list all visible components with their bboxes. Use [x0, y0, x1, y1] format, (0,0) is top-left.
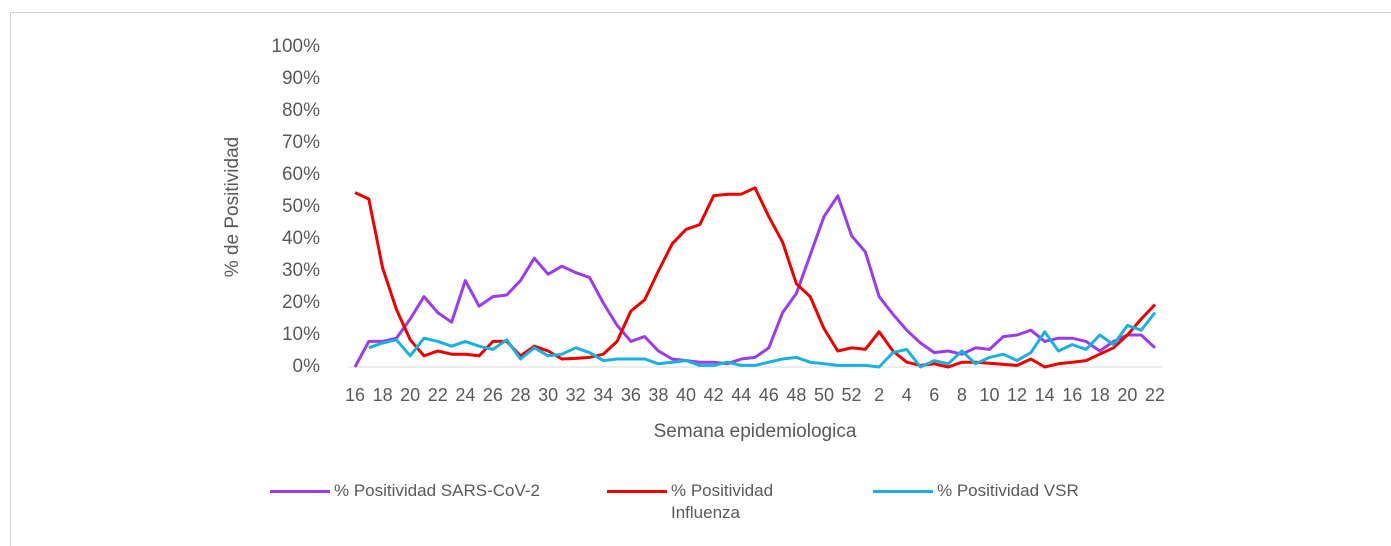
y-tick-label: 30%	[282, 260, 320, 281]
y-tick-label: 80%	[282, 100, 320, 121]
x-tick-label: 48	[786, 385, 806, 405]
chart-frame	[10, 12, 1391, 546]
x-tick-label: 12	[1007, 385, 1027, 405]
x-tick-label: 16	[345, 385, 365, 405]
x-tick-label: 2	[874, 385, 884, 405]
x-tick-label: 36	[621, 385, 641, 405]
x-tick-label: 16	[1062, 385, 1082, 405]
x-tick-label: 28	[511, 385, 531, 405]
x-tick-label: 22	[428, 385, 448, 405]
y-tick-label: 90%	[282, 68, 320, 89]
y-tick-label: 50%	[282, 196, 320, 217]
legend-swatch	[607, 490, 667, 493]
x-tick-label: 22	[1145, 385, 1165, 405]
y-tick-label: 60%	[282, 164, 320, 185]
series-line	[353, 194, 1157, 368]
x-tick-label: 14	[1035, 385, 1055, 405]
y-tick-label: 100%	[271, 36, 320, 57]
legend-swatch	[270, 490, 330, 493]
legend-label: % Positividad VSR	[937, 481, 1079, 500]
x-tick-label: 20	[400, 385, 420, 405]
y-tick-label: 0%	[293, 356, 321, 377]
series-line	[354, 186, 1157, 369]
x-tick-label: 46	[759, 385, 779, 405]
x-tick-label: 26	[483, 385, 503, 405]
legend-label: % Positividad Influenza	[671, 481, 774, 522]
legend-item: % Positividad VSR	[873, 480, 1079, 502]
x-tick-label: 44	[731, 385, 751, 405]
legend-item: % Positividad SARS-CoV-2	[270, 480, 540, 502]
x-tick-label: 4	[902, 385, 912, 405]
legend-label: % Positividad SARS-CoV-2	[334, 481, 540, 500]
x-tick-label: 38	[648, 385, 668, 405]
x-tick-label: 50	[814, 385, 834, 405]
x-tick-label: 42	[704, 385, 724, 405]
y-tick-label: 20%	[282, 292, 320, 313]
y-tick-label: 10%	[282, 324, 320, 345]
x-tick-label: 8	[957, 385, 967, 405]
legend-item: % Positividad Influenza	[607, 480, 821, 524]
x-tick-label: 6	[929, 385, 939, 405]
x-tick-label: 34	[593, 385, 613, 405]
y-tick-label: 40%	[282, 228, 320, 249]
x-tick-label: 32	[566, 385, 586, 405]
series-line	[368, 311, 1157, 369]
x-axis-title: Semana epidemiologica	[654, 421, 857, 442]
x-tick-label: 20	[1117, 385, 1137, 405]
x-tick-label: 18	[1090, 385, 1110, 405]
y-tick-label: 70%	[282, 132, 320, 153]
y-axis-title: % de Positividad	[222, 137, 243, 277]
x-tick-label: 18	[373, 385, 393, 405]
legend-swatch	[873, 490, 933, 493]
x-tick-label: 52	[842, 385, 862, 405]
x-tick-label: 40	[676, 385, 696, 405]
x-tick-label: 24	[455, 385, 475, 405]
x-tick-label: 10	[979, 385, 999, 405]
x-tick-label: 30	[538, 385, 558, 405]
